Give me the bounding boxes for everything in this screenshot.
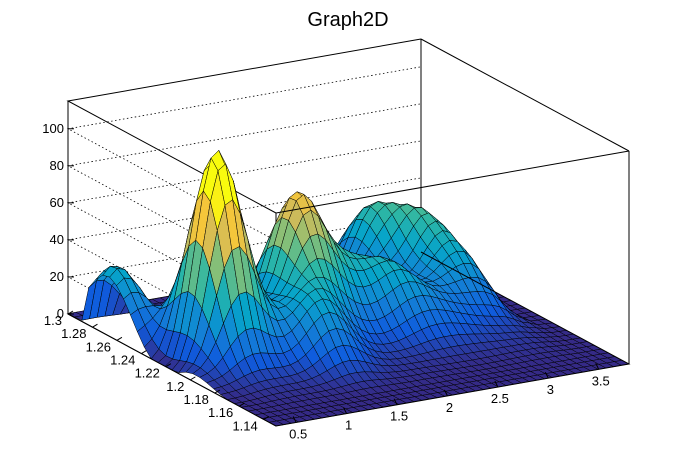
x-tick-label-0: 0.5 (289, 426, 307, 441)
top-front-edge (275, 150, 630, 214)
z-tick-label-3: 60 (50, 195, 64, 210)
z-tick-label-2: 40 (50, 232, 64, 247)
y-tick-mark-7 (239, 402, 245, 407)
z-tick-label-5: 100 (42, 121, 64, 136)
y-tick-label-2: 1.26 (86, 339, 111, 354)
y-tick-label-0: 1.3 (44, 313, 62, 328)
floor-front-edges (67, 251, 631, 427)
y-tick-label-1: 1.28 (61, 326, 86, 341)
y-tick-label-6: 1.18 (184, 392, 209, 407)
x-tick-label-2: 1.5 (390, 409, 408, 424)
x-tick-label-4: 2.5 (491, 391, 509, 406)
y-tick-label-8: 1.14 (232, 418, 257, 433)
x-tick-label-3: 2 (446, 400, 453, 415)
y-tick-label-7: 1.16 (208, 405, 233, 420)
y-tick-mark-6 (214, 389, 221, 394)
x-tick-label-6: 3.5 (592, 373, 610, 388)
frame-front (67, 38, 631, 427)
y-tick-label-5: 1.2 (166, 379, 184, 394)
x-tick-mark-1 (343, 407, 348, 414)
x-tick-label-1: 1 (345, 418, 352, 433)
x-tick-mark-2 (393, 398, 398, 405)
x-tick-mark-0 (292, 416, 297, 423)
y-tick-mark-5 (190, 376, 196, 381)
y-tick-label-4: 1.22 (135, 366, 160, 381)
y-tick-mark-1 (92, 323, 98, 328)
x-tick-mark-5 (544, 371, 549, 379)
x-tick-mark-3 (444, 389, 448, 397)
y-tick-mark-0 (67, 310, 74, 315)
top-right-edge (420, 38, 630, 152)
axis-ticks: 0204060801001.31.281.261.241.221.21.181.… (42, 121, 609, 442)
z-tick-label-0: 0 (57, 306, 64, 321)
z-tick-label-1: 20 (50, 269, 64, 284)
y-tick-mark-4 (165, 363, 172, 368)
chart-title: Graph2D (307, 9, 388, 31)
x-tick-mark-4 (494, 380, 499, 388)
z-tick-label-4: 80 (50, 158, 64, 173)
y-tick-mark-8 (263, 415, 270, 420)
y-tick-mark-3 (141, 350, 147, 354)
x-tick-label-5: 3 (547, 382, 554, 397)
surface-plot (67, 149, 630, 427)
x-tick-mark-6 (595, 363, 600, 370)
y-tick-label-3: 1.24 (110, 353, 135, 368)
y-tick-mark-2 (116, 336, 123, 341)
